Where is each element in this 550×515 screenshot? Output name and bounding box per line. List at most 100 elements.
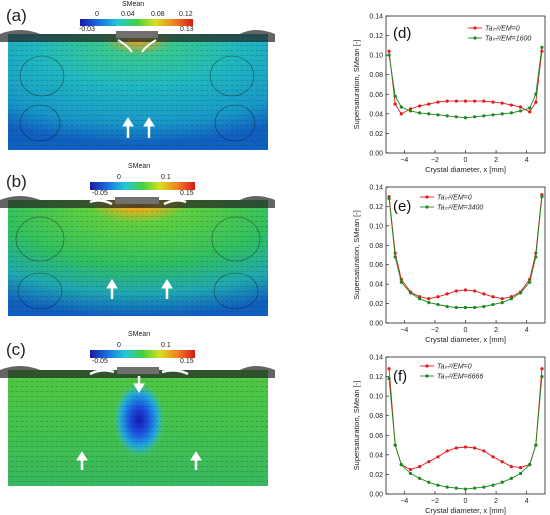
y-tick-label: 0.00 xyxy=(369,151,383,158)
data-point xyxy=(454,289,458,293)
data-point xyxy=(534,443,538,447)
y-tick-label: 0.00 xyxy=(369,321,383,328)
x-tick-label: 4 xyxy=(525,498,529,505)
colorbar-c-tick: -0.05 xyxy=(92,358,108,365)
y-axis-label: Supersaturation, SMean [-] xyxy=(352,210,361,300)
data-point xyxy=(482,304,486,309)
simulation-image-a xyxy=(0,30,275,150)
legend-marker xyxy=(425,205,429,209)
colorbar-a-title: SMean xyxy=(122,1,145,8)
data-point xyxy=(393,102,397,106)
data-point xyxy=(454,305,458,310)
data-point xyxy=(387,367,391,371)
flow-arrows-c xyxy=(76,369,202,470)
legend-label: Taₘ²/EM=0 xyxy=(437,364,472,371)
y-tick-label: 0.06 xyxy=(369,433,383,440)
x-tick-label: 4 xyxy=(525,327,529,334)
data-point xyxy=(427,112,431,116)
colorbar-a-tick: 0.08 xyxy=(151,11,165,18)
plot-frame xyxy=(385,356,546,495)
data-point xyxy=(482,449,486,453)
x-tick-label: 4 xyxy=(525,157,529,164)
crystal-a xyxy=(116,31,158,38)
data-point xyxy=(399,112,403,116)
data-point xyxy=(463,445,468,449)
legend-label: Taₘ²/EM=0 xyxy=(485,26,520,33)
y-tick-label: 0.08 xyxy=(369,413,383,420)
y-tick-label: 0.04 xyxy=(369,282,383,289)
data-point xyxy=(528,110,532,114)
y-tick-label: 0.06 xyxy=(369,92,383,99)
colorbar-a-tick: 0 xyxy=(95,11,99,18)
plot-frame xyxy=(385,15,546,154)
x-axis-label: Crystal diameter, x [mm] xyxy=(425,335,506,344)
data-point xyxy=(436,455,440,459)
data-point xyxy=(463,116,468,120)
colorbar-a-tick: 0.13 xyxy=(180,26,194,33)
data-point xyxy=(473,115,477,119)
data-point xyxy=(427,297,431,301)
data-point xyxy=(482,485,486,489)
chart-0: 0.00 0.02 0.04 0.06 0.08 0.10 0.12 0.14 −4 −2 0 2 4 C… xyxy=(352,14,546,174)
y-tick-label: 0.12 xyxy=(369,33,383,40)
data-point xyxy=(399,280,403,284)
legend-label: Taₘ²/EM=3400 xyxy=(437,205,483,212)
data-point xyxy=(509,465,513,469)
panel-letter: (d) xyxy=(393,25,411,42)
data-point xyxy=(454,446,458,450)
data-point xyxy=(528,280,532,284)
x-tick-label: 0 xyxy=(464,157,468,164)
data-point xyxy=(500,297,504,301)
chart-2: 0.00 0.02 0.04 0.06 0.08 0.10 0.12 0.14 −4 −2 0 2 4 C… xyxy=(352,355,546,515)
y-tick-label: 0.12 xyxy=(369,374,383,381)
y-tick-label: 0.12 xyxy=(369,204,383,211)
y-tick-label: 0.14 xyxy=(369,185,383,192)
data-point xyxy=(491,100,495,104)
data-point xyxy=(445,114,449,118)
data-point xyxy=(491,302,495,307)
data-point xyxy=(387,197,391,201)
data-point xyxy=(473,99,477,103)
colorbar-a xyxy=(80,19,193,26)
colorbar-b-tick: 0.15 xyxy=(180,190,194,197)
data-point xyxy=(399,463,403,467)
x-tick-label: −4 xyxy=(400,157,408,164)
data-point xyxy=(436,483,440,487)
panel-letter-b: (b) xyxy=(6,172,27,191)
panel-letter-c: (c) xyxy=(6,340,26,359)
y-tick-label: 0.14 xyxy=(369,14,383,21)
x-tick-label: −2 xyxy=(431,498,439,505)
y-tick-label: 0.02 xyxy=(369,301,383,308)
data-point xyxy=(445,304,449,309)
data-point xyxy=(454,115,458,119)
data-point xyxy=(500,480,504,484)
data-point xyxy=(509,476,513,480)
data-point xyxy=(408,109,413,113)
x-tick-label: 0 xyxy=(464,327,468,334)
data-point xyxy=(473,446,477,450)
data-point xyxy=(518,465,523,470)
data-point xyxy=(408,467,413,472)
legend-label: Taₘ²/EM=6666 xyxy=(437,374,483,381)
plot-frame xyxy=(385,186,546,324)
data-point xyxy=(540,195,544,199)
data-point xyxy=(491,113,495,117)
data-point xyxy=(445,449,449,453)
flow-arrows-b xyxy=(89,199,187,299)
data-point xyxy=(436,302,440,307)
data-point xyxy=(473,305,477,310)
x-tick-label: 2 xyxy=(494,327,498,334)
y-tick-label: 0.04 xyxy=(369,452,383,459)
data-point xyxy=(393,94,397,98)
x-tick-label: 2 xyxy=(494,157,498,164)
data-point xyxy=(500,460,504,464)
data-point xyxy=(482,114,486,118)
data-point xyxy=(445,485,449,489)
y-tick-label: 0.02 xyxy=(369,472,383,479)
data-point xyxy=(427,301,431,305)
data-point xyxy=(509,111,513,115)
data-point xyxy=(540,374,544,379)
data-point xyxy=(408,291,413,295)
colorbar-b xyxy=(90,182,195,190)
